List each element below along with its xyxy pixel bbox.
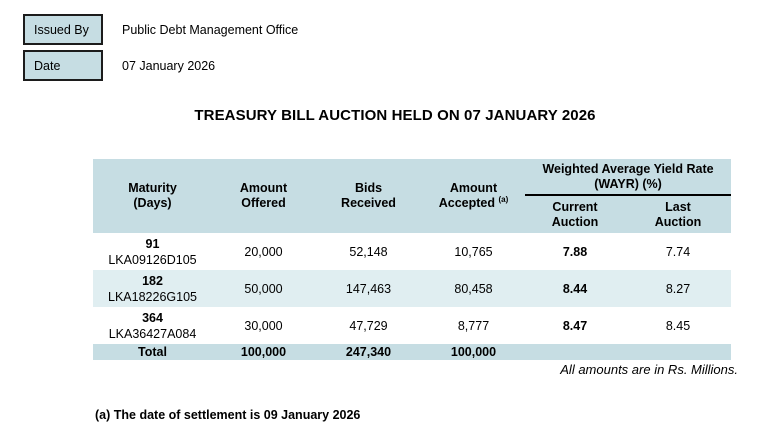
amount-accepted-cell: 80,458	[422, 270, 525, 307]
amount-offered-cell: 50,000	[212, 270, 315, 307]
table-body: 91 LKA09126D105 20,000 52,148 10,765 7.8…	[93, 233, 731, 360]
amount-offered-cell: 20,000	[212, 233, 315, 270]
col-header-wayr-group: Weighted Average Yield Rate (WAYR) (%)	[525, 159, 731, 196]
table-total-row: Total 100,000 247,340 100,000	[93, 344, 731, 360]
last-auction-header-line1: Last	[665, 199, 691, 214]
isin-code: LKA36427A084	[108, 326, 197, 341]
amount-accepted-header-line1: Amount	[449, 181, 498, 195]
col-header-last-auction: Last Auction	[625, 195, 731, 233]
table-header: Maturity (Days) Amount Offered Bids Rece…	[93, 159, 731, 233]
date-box: Date	[23, 50, 103, 81]
col-header-bids-received: Bids Received	[315, 159, 422, 233]
amount-offered-header-line2: Offered	[241, 196, 286, 210]
isin-code: LKA09126D105	[108, 252, 197, 267]
amount-offered-cell: 30,000	[212, 307, 315, 344]
total-current-auction-cell	[525, 344, 625, 360]
isin-code: LKA18226G105	[108, 289, 197, 304]
current-auction-wayr-cell: 8.44	[525, 270, 625, 307]
issued-by-value: Public Debt Management Office	[122, 23, 299, 37]
maturity-cell: 364 LKA36427A084	[93, 307, 212, 344]
wayr-header-line2: (WAYR) (%)	[594, 176, 662, 191]
maturity-header-line2: (Days)	[133, 196, 172, 210]
page-title: TREASURY BILL AUCTION HELD ON 07 JANUARY…	[194, 107, 596, 124]
bids-received-header-line2: Received	[341, 196, 396, 210]
last-auction-header-line2: Auction	[654, 214, 702, 229]
maturity-header-line1: Maturity	[128, 181, 177, 195]
last-auction-wayr-cell: 7.74	[625, 233, 731, 270]
wayr-header-line1: Weighted Average Yield Rate	[542, 161, 714, 176]
issued-by-box: Issued By	[23, 14, 103, 45]
total-last-auction-cell	[625, 344, 731, 360]
amount-accepted-cell: 10,765	[422, 233, 525, 270]
current-auction-wayr-cell: 8.47	[525, 307, 625, 344]
current-auction-header-line1: Current	[552, 199, 598, 214]
amount-accepted-cell: 8,777	[422, 307, 525, 344]
date-value: 07 January 2026	[122, 59, 216, 73]
bids-received-header-line1: Bids	[354, 181, 383, 195]
bids-received-cell: 47,729	[315, 307, 422, 344]
maturity-cell: 182 LKA18226G105	[93, 270, 212, 307]
amounts-unit-note: All amounts are in Rs. Millions.	[560, 362, 738, 377]
total-bids-received-cell: 247,340	[315, 344, 422, 360]
amount-accepted-header-line2: Accepted	[438, 196, 495, 210]
table-row: 91 LKA09126D105 20,000 52,148 10,765 7.8…	[93, 233, 731, 270]
bids-received-cell: 52,148	[315, 233, 422, 270]
date-label: Date	[34, 58, 61, 73]
last-auction-wayr-cell: 8.45	[625, 307, 731, 344]
total-label-cell: Total	[93, 344, 212, 360]
settlement-footnote: (a) The date of settlement is 09 January…	[95, 408, 361, 422]
col-header-current-auction: Current Auction	[525, 195, 625, 233]
table-row: 364 LKA36427A084 30,000 47,729 8,777 8.4…	[93, 307, 731, 344]
col-header-amount-accepted: Amount Accepted (a)	[422, 159, 525, 233]
col-header-amount-offered: Amount Offered	[212, 159, 315, 233]
maturity-cell: 91 LKA09126D105	[93, 233, 212, 270]
amount-offered-header-line1: Amount	[239, 181, 288, 195]
total-amount-offered-cell: 100,000	[212, 344, 315, 360]
current-auction-wayr-cell: 7.88	[525, 233, 625, 270]
maturity-days: 91	[145, 236, 160, 251]
auction-table: Maturity (Days) Amount Offered Bids Rece…	[93, 159, 731, 360]
total-amount-accepted-cell: 100,000	[422, 344, 525, 360]
maturity-days: 364	[142, 310, 163, 325]
bids-received-cell: 147,463	[315, 270, 422, 307]
footnote-marker: (a)	[498, 194, 509, 204]
last-auction-wayr-cell: 8.27	[625, 270, 731, 307]
col-header-maturity: Maturity (Days)	[93, 159, 212, 233]
maturity-days: 182	[142, 273, 163, 288]
table-row: 182 LKA18226G105 50,000 147,463 80,458 8…	[93, 270, 731, 307]
issued-by-label: Issued By	[34, 22, 89, 37]
current-auction-header-line2: Auction	[551, 214, 599, 229]
